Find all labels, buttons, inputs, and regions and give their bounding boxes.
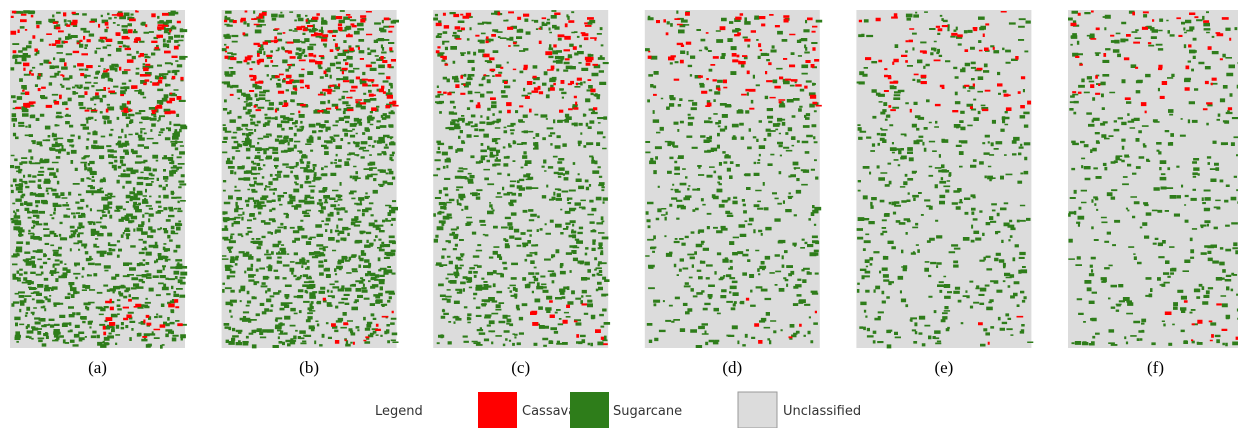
legend-swatch — [478, 392, 517, 428]
panel-label: (a) — [88, 358, 107, 377]
panel-label: (b) — [299, 358, 319, 377]
panel-label: (d) — [722, 358, 742, 377]
legend-swatch — [570, 392, 609, 428]
legend-swatch — [738, 392, 777, 428]
legend-label: Sugarcane — [613, 404, 682, 419]
panel-label: (c) — [511, 358, 530, 377]
legend-label: Cassava — [522, 404, 576, 419]
panel-label: (e) — [934, 358, 953, 377]
panel-label: (f) — [1147, 358, 1164, 377]
legend-label: Unclassified — [783, 404, 861, 419]
figure: (a) (b) (c) (d) (e) (f) Legend Cassava Sugarcane… — [0, 0, 1238, 428]
legend-title: Legend — [375, 404, 423, 419]
